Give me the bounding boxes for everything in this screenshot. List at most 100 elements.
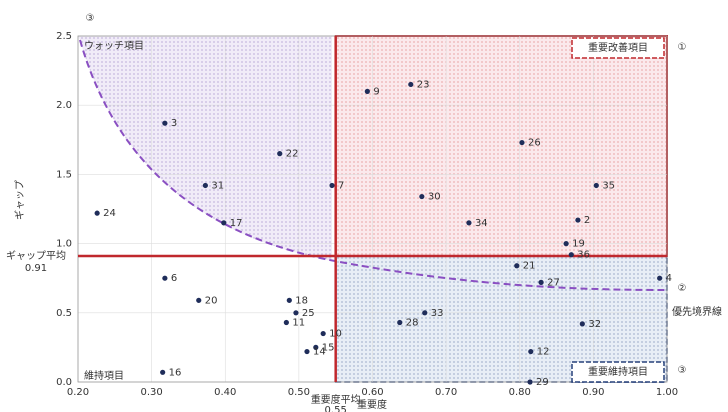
x-mean-label: 重要度平均: [311, 393, 361, 406]
x-tick-label: 0.40: [214, 387, 236, 398]
point: [527, 379, 533, 385]
point-label: 31: [211, 180, 224, 191]
y-tick-label: 1.5: [56, 169, 72, 180]
x-tick-label: 0.30: [140, 387, 162, 398]
x-axis-label: 重要度: [357, 398, 387, 411]
point: [579, 321, 585, 327]
point-label: 10: [329, 329, 342, 340]
point-label: 12: [537, 347, 550, 358]
point-label: 22: [286, 149, 299, 160]
point-label: 27: [547, 277, 560, 288]
point: [320, 330, 326, 337]
quadrant-label: 維持項目: [84, 369, 124, 382]
point: [528, 348, 534, 355]
x-tick-label: 0.70: [435, 387, 457, 398]
point: [593, 182, 599, 189]
point: [575, 217, 581, 223]
point-label: 25: [302, 308, 315, 319]
point: [202, 182, 208, 189]
x-tick-label: 0.90: [582, 387, 604, 398]
point-label: 7: [338, 180, 344, 191]
point-label: 15: [322, 342, 335, 353]
point: [408, 81, 414, 88]
point: [422, 310, 428, 316]
y-tick-label: 2.0: [56, 100, 72, 111]
quadrant-label: 重要改善項目: [588, 41, 648, 54]
point: [304, 348, 310, 355]
boundary-label: 優先境界線: [672, 305, 722, 318]
point: [563, 241, 569, 247]
point-label: 11: [292, 317, 305, 328]
point-label: 21: [523, 261, 536, 272]
point-label: 28: [406, 317, 419, 328]
point-label: 35: [602, 180, 615, 191]
point-label: 17: [230, 218, 243, 229]
point-label: 34: [475, 218, 488, 229]
quadrant-label: ウォッチ項目: [84, 40, 144, 52]
x-tick-label: 0.80: [509, 387, 531, 398]
point-label: 19: [572, 239, 585, 250]
point: [514, 263, 520, 269]
point: [364, 88, 370, 94]
point: [277, 151, 283, 157]
point: [397, 319, 403, 326]
point-label: 18: [295, 295, 308, 306]
watch-area: [78, 36, 332, 261]
point-label: 6: [171, 273, 177, 284]
label-box: [571, 361, 665, 383]
y-tick-label: 0.5: [56, 308, 72, 319]
improve-area: [334, 35, 668, 258]
y-mean-value: 0.91: [25, 263, 47, 274]
point-label: 16: [169, 367, 182, 378]
y-axis-label: ギャップ: [14, 180, 26, 220]
point-label: 26: [528, 138, 541, 149]
point: [160, 369, 166, 375]
point: [329, 182, 335, 189]
point: [313, 344, 319, 350]
point-label: 30: [428, 192, 441, 203]
point: [419, 193, 425, 200]
plot-frame: [77, 35, 668, 383]
point: [283, 319, 289, 326]
quadrant-label: 重要維持項目: [588, 365, 648, 378]
boundary-curve: [79, 39, 668, 291]
x-tick-label: 0.60: [361, 387, 383, 398]
y-mean-label: ギャップ平均: [6, 250, 66, 262]
point: [221, 220, 227, 226]
point-label: 23: [417, 79, 430, 90]
point: [466, 220, 472, 226]
x-mean-value: 0.55: [325, 405, 347, 412]
point: [293, 310, 299, 316]
point: [162, 275, 168, 281]
point-label: 3: [171, 118, 177, 129]
point-label: 36: [577, 250, 590, 261]
quadrant-number: ③: [678, 365, 687, 376]
point: [286, 297, 292, 303]
point: [94, 210, 100, 216]
quadrant-number: ③: [86, 13, 95, 24]
point-label: 9: [373, 86, 379, 97]
point-label: 20: [205, 295, 218, 306]
point: [657, 275, 663, 281]
point: [162, 120, 168, 126]
point-label: 4: [666, 273, 672, 284]
point: [568, 252, 574, 258]
x-tick-label: 0.20: [67, 387, 89, 398]
point-label: 14: [313, 347, 326, 358]
label-box: [571, 37, 665, 59]
point: [538, 279, 544, 285]
x-tick-label: 0.50: [288, 387, 310, 398]
point: [196, 297, 202, 303]
point-label: 33: [431, 308, 444, 319]
point: [519, 139, 525, 146]
y-tick-label: 2.5: [56, 31, 72, 42]
boundary-number: ②: [678, 283, 687, 294]
point-label: 2: [584, 215, 590, 226]
y-tick-label: 1.0: [56, 239, 72, 250]
point-label: 24: [103, 208, 116, 219]
point-label: 32: [588, 319, 601, 330]
x-tick-label: 1.00: [656, 387, 678, 398]
point-label: 29: [536, 377, 549, 388]
